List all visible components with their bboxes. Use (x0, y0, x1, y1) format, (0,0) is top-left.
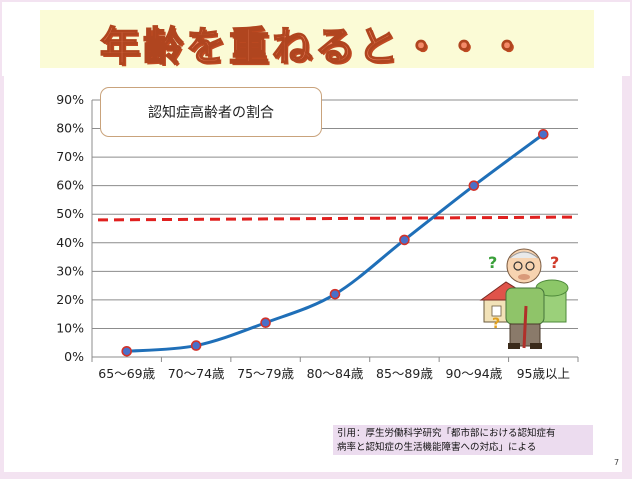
x-tick-label: 90～94歳 (445, 366, 502, 381)
data-point (537, 128, 549, 140)
data-point (399, 234, 410, 246)
y-tick-label: 20% (56, 292, 84, 307)
y-tick-label: 80% (56, 121, 84, 136)
x-tick-label: 75～79歳 (237, 366, 294, 381)
question-mark-icon: ? (488, 253, 497, 272)
citation-line-2: 病率と認知症の生活機能障害への対応」による (337, 442, 537, 453)
data-point (468, 180, 480, 191)
citation-note: 引用：厚生労働科学研究「都市部における認知症有 病率と認知症の生活機能障害への対… (333, 425, 593, 455)
y-tick-label: 40% (56, 235, 84, 250)
y-tick-label: 10% (56, 320, 84, 335)
slide-title: 年齢を重ねると・・・ (99, 23, 530, 71)
x-tick-label: 65～69歳 (98, 366, 155, 381)
chart-title: 認知症高齢者の割合 (100, 87, 322, 137)
data-point (329, 288, 341, 300)
data-point (121, 345, 133, 357)
y-tick-label: 50% (56, 206, 84, 221)
axis-layer: 0% 10% 20% 30% 40% 50% 60% 70% 80% 90% 65～69歳 70～74… (56, 92, 579, 381)
slide-edge-left (0, 76, 4, 479)
data-point (190, 340, 202, 351)
title-box (40, 10, 594, 68)
y-tick-label: 90% (56, 92, 84, 107)
x-tick-label: 95歳以上 (517, 366, 570, 381)
question-mark-icon: ? (492, 316, 500, 332)
question-mark-icon: ? (550, 253, 559, 272)
series-layer (121, 128, 549, 357)
citation-line-1: 引用：厚生労働科学研究「都市部における認知症有 (337, 428, 556, 439)
slide-edge-bottom (0, 472, 632, 479)
page-number: 7 (614, 458, 620, 467)
y-tick-label: 30% (56, 263, 84, 278)
reference-line (97, 215, 575, 222)
elderly-man-with-cane-icon: ? ? ? (479, 248, 569, 349)
y-tick-label: 60% (56, 178, 84, 193)
y-tick-label: 0% (64, 349, 84, 364)
x-tick-label: 70～74歳 (168, 366, 225, 381)
data-point (260, 317, 271, 329)
x-tick-label: 85～89歳 (376, 366, 433, 381)
y-tick-label: 70% (56, 149, 84, 164)
reference-line-layer (97, 215, 575, 222)
x-tick-label: 80～84歳 (307, 366, 364, 381)
slide-edge-right (622, 76, 632, 479)
